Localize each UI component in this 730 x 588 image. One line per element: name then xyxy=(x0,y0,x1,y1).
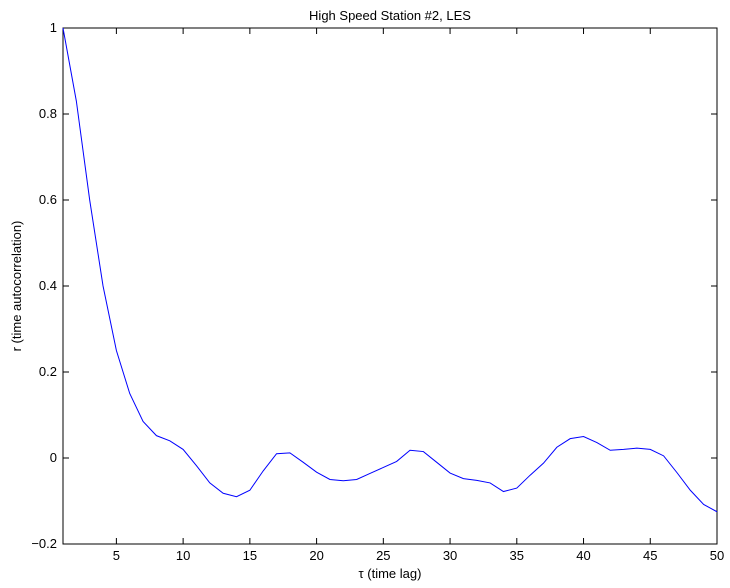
x-tick-label: 20 xyxy=(309,548,323,563)
x-tick-label: 50 xyxy=(710,548,724,563)
y-tick-label: 0 xyxy=(50,450,57,465)
x-tick-label: 5 xyxy=(113,548,120,563)
x-tick-label: 15 xyxy=(243,548,257,563)
x-tick-label: 40 xyxy=(576,548,590,563)
y-tick-label: 0.6 xyxy=(39,192,57,207)
y-tick-label: 0.4 xyxy=(39,278,57,293)
x-tick-label: 25 xyxy=(376,548,390,563)
y-tick-label: 0.8 xyxy=(39,106,57,121)
y-tick-label: −0.2 xyxy=(31,536,57,551)
y-axis-label: r (time autocorrelation) xyxy=(9,221,24,352)
y-tick-label: 0.2 xyxy=(39,364,57,379)
x-tick-label: 45 xyxy=(643,548,657,563)
x-tick-label: 10 xyxy=(176,548,190,563)
plot-area xyxy=(62,27,718,545)
x-axis-label: τ (time lag) xyxy=(359,566,422,581)
tick-labels: 5 10 15 20 25 30 35 40 45 50 −0.2 0 0.2 0.4 0.6 0.8 1 xyxy=(31,20,724,563)
x-tick-label: 35 xyxy=(510,548,524,563)
y-tick-label: 1 xyxy=(50,20,57,35)
series-line xyxy=(62,27,718,513)
tick-marks xyxy=(63,27,718,545)
x-tick-label: 30 xyxy=(443,548,457,563)
chart-title: High Speed Station #2, LES xyxy=(309,8,471,23)
